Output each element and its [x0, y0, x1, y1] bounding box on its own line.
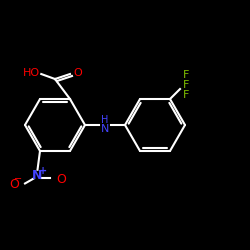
- Text: F: F: [183, 90, 190, 100]
- Text: −: −: [14, 174, 22, 184]
- Text: +: +: [39, 166, 47, 176]
- Text: F: F: [183, 80, 190, 90]
- Text: O: O: [56, 173, 66, 186]
- Text: O: O: [73, 68, 82, 78]
- Text: H: H: [101, 115, 109, 125]
- Text: N: N: [32, 170, 43, 182]
- Text: F: F: [183, 70, 190, 80]
- Text: N: N: [101, 124, 109, 134]
- Text: HO: HO: [23, 68, 40, 78]
- Text: O: O: [9, 178, 19, 191]
